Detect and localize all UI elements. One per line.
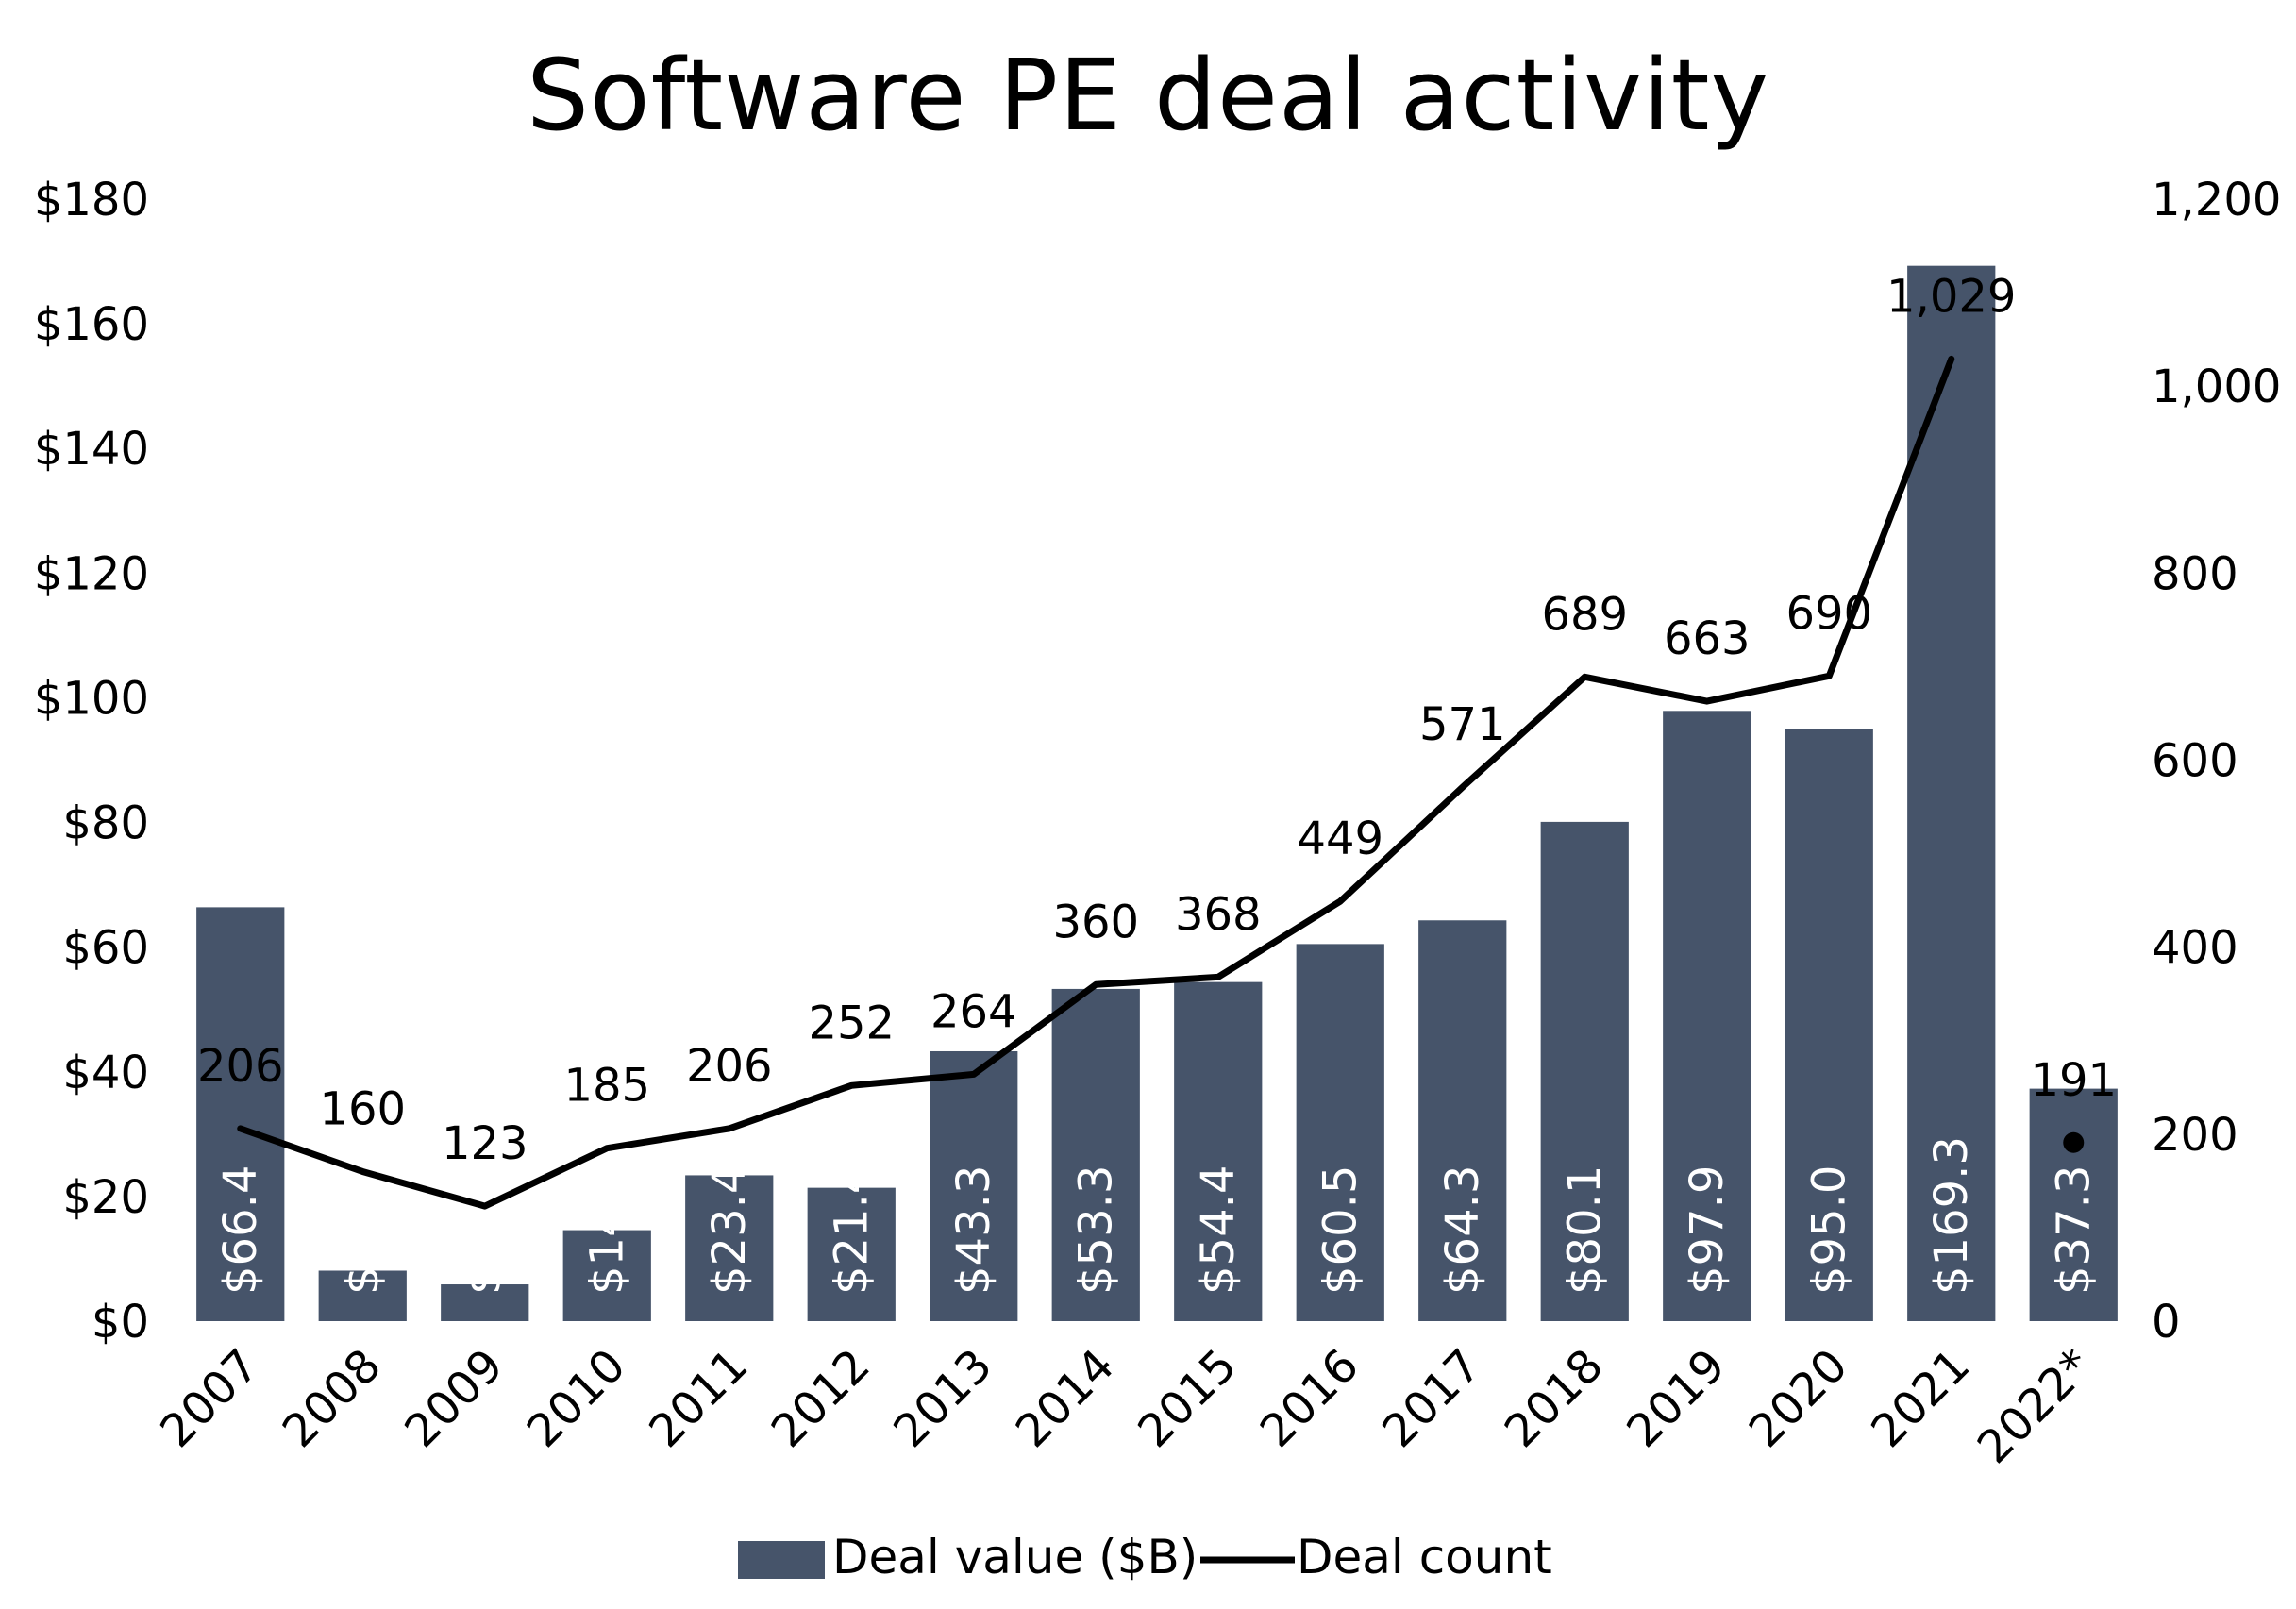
deal-count-label: 264: [930, 985, 1017, 1038]
bar: [1663, 711, 1751, 1321]
bar-value-label: $66.4: [214, 1165, 267, 1295]
right-axis: 0 200 400 600 800 1,000 1,200: [2152, 174, 2281, 1349]
left-axis-tick-label: $100: [34, 672, 149, 725]
right-axis-tick-label: 1,200: [2152, 174, 2281, 226]
bar-value-label: $169.3: [1925, 1136, 1978, 1295]
x-axis-tick-label: 2017: [1372, 1339, 1491, 1458]
legend-line-label: Deal count: [1297, 1530, 1552, 1584]
bar-value-label: $14.6: [580, 1165, 633, 1295]
bar: [1540, 821, 1629, 1321]
bar-value-label: $43.3: [947, 1165, 1000, 1295]
x-axis-tick-label: 2020: [1739, 1339, 1858, 1458]
bar-value-label: $95.0: [1802, 1165, 1855, 1295]
bars-layer: [196, 265, 2118, 1321]
bar: [685, 1175, 774, 1321]
bar: [441, 1284, 529, 1321]
left-axis: $0 $20 $40 $60 $80 $100 $120 $140 $160 $180: [34, 174, 149, 1349]
bar: [1051, 988, 1140, 1321]
left-axis-tick-label: $140: [34, 423, 149, 476]
legend-bar-swatch: [738, 1541, 825, 1579]
deal-count-line: [237, 355, 1955, 1210]
x-axis-tick-label: 2019: [1617, 1339, 1735, 1458]
left-axis-tick-label: $80: [62, 797, 149, 850]
bar: [318, 1270, 407, 1321]
bar-labels-layer: $66.4 $8.1 $5.9 $14.6 $23.4 $21.4 $43.3 $53.3 $5…: [214, 1136, 2101, 1295]
line-layer: [237, 355, 2085, 1210]
left-axis-tick-label: $180: [34, 174, 149, 226]
left-axis-tick-label: $60: [62, 922, 149, 975]
bar-value-label: $23.4: [703, 1165, 756, 1295]
x-axis: 2007 2008 2009 2010 2011 2012 2013 2014 2015 2016…: [150, 1339, 2102, 1474]
deal-count-label: 252: [808, 997, 895, 1049]
x-axis-tick-label: 2008: [273, 1339, 392, 1458]
deal-count-label: 206: [686, 1040, 773, 1093]
bar: [1296, 944, 1384, 1321]
right-axis-tick-label: 800: [2152, 547, 2238, 600]
left-axis-tick-label: $120: [34, 547, 149, 600]
bar: [930, 1050, 1018, 1321]
line-labels-layer: 206 160 123 185 206 252 264 360 368 449 571 689 663 6…: [197, 270, 2117, 1170]
deal-count-label: 571: [1419, 698, 1506, 751]
bar: [1174, 981, 1263, 1321]
x-axis-tick-label: 2022*: [1968, 1339, 2103, 1474]
bar: [1418, 920, 1507, 1321]
bar-value-label: $21.4: [825, 1165, 878, 1295]
deal-count-label: 690: [1785, 587, 1872, 640]
deal-count-label: 123: [442, 1117, 528, 1170]
x-axis-tick-label: 2007: [150, 1339, 269, 1458]
deal-count-label: 1,029: [1886, 270, 2016, 323]
left-axis-tick-label: $20: [62, 1171, 149, 1224]
bar: [2029, 1088, 2118, 1321]
bar: [807, 1187, 896, 1321]
x-axis-tick-label: 2015: [1128, 1339, 1247, 1458]
right-axis-tick-label: 400: [2152, 922, 2238, 975]
bar-value-label: $8.1: [336, 1194, 389, 1295]
bar-value-label: $60.5: [1314, 1165, 1366, 1295]
bar-value-label: $54.4: [1192, 1165, 1245, 1295]
deal-count-label: 191: [2030, 1054, 2117, 1107]
x-axis-tick-label: 2018: [1495, 1339, 1614, 1458]
bar-value-label: $53.3: [1069, 1165, 1122, 1295]
bar: [196, 907, 285, 1321]
deal-count-marker: [2063, 1131, 2085, 1153]
bar-value-label: $64.3: [1436, 1165, 1489, 1295]
deal-count-label: 206: [197, 1040, 284, 1093]
x-axis-tick-label: 2009: [394, 1339, 513, 1458]
bar: [1785, 729, 1873, 1321]
x-axis-tick-label: 2012: [762, 1339, 880, 1458]
legend: Deal value ($B) Deal count: [738, 1530, 1552, 1584]
left-axis-tick-label: $160: [34, 298, 149, 351]
deal-count-label: 368: [1175, 888, 1262, 941]
deal-count-label: 663: [1664, 612, 1751, 665]
x-axis-tick-label: 2011: [639, 1339, 758, 1458]
left-axis-tick-label: $40: [62, 1047, 149, 1099]
bar-value-label: $5.9: [459, 1194, 511, 1295]
deal-count-label: 185: [563, 1060, 650, 1113]
deal-count-label: 449: [1297, 813, 1383, 865]
right-axis-tick-label: 1,000: [2152, 360, 2281, 413]
bar-value-label: $97.9: [1681, 1165, 1734, 1295]
bar-value-label: $37.3: [2047, 1165, 2100, 1295]
deal-count-label: 689: [1541, 588, 1628, 641]
x-axis-tick-label: 2021: [1861, 1339, 1980, 1458]
deal-count-label: 160: [319, 1082, 406, 1135]
left-axis-tick-label: $0: [92, 1296, 149, 1349]
deal-count-label: 360: [1052, 896, 1139, 948]
x-axis-tick-label: 2013: [883, 1339, 1002, 1458]
legend-bar-label: Deal value ($B): [832, 1530, 1198, 1584]
x-axis-tick-label: 2016: [1250, 1339, 1369, 1458]
bar-value-label: $80.1: [1558, 1165, 1611, 1295]
bar: [562, 1230, 651, 1321]
right-axis-tick-label: 600: [2152, 735, 2238, 788]
x-axis-tick-label: 2014: [1006, 1339, 1125, 1458]
right-axis-tick-label: 200: [2152, 1109, 2238, 1162]
chart-title: Software PE deal activity: [526, 38, 1770, 153]
x-axis-tick-label: 2010: [517, 1339, 636, 1458]
right-axis-tick-label: 0: [2152, 1296, 2181, 1349]
